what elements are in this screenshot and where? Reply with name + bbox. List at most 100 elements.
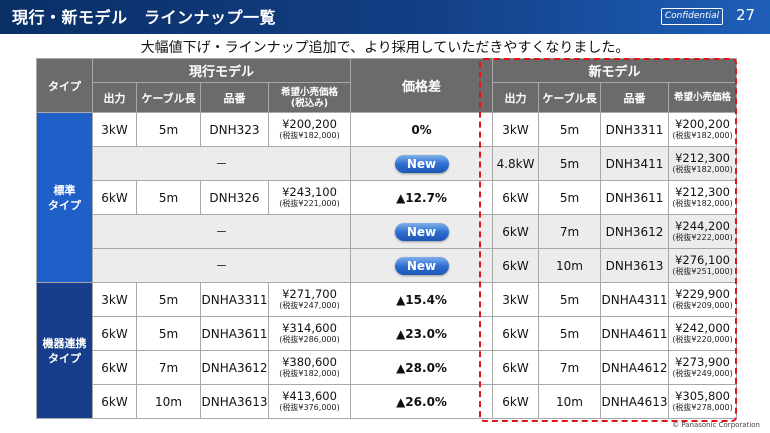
new-output: 3kW (492, 282, 540, 317)
type-header: タイプ (36, 58, 93, 113)
new-output: 6kW (492, 316, 540, 351)
current-model: DNHA3612 (200, 350, 269, 385)
page-number: 27 (736, 6, 756, 24)
category-linked-label: 機器連携 タイプ (42, 336, 87, 365)
copyright: © Panasonic Corporation (672, 421, 760, 429)
lineup-table: タイプ 現行モデル 価格差 新モデル 出力 ケーブル長 品番 希望小売価格 (税込… (36, 58, 738, 419)
new-cable: 10m (538, 248, 602, 283)
new-price: ¥229,900 (税抜¥209,000) (668, 282, 738, 317)
table-row: 6kW 5m DNHA3611 ¥314,600 (税抜¥286,000) ▲23… (37, 316, 738, 351)
price-diff: ▲15.4% (350, 282, 494, 317)
price-diff: New (350, 248, 494, 283)
category-linked: 機器連携 タイプ (36, 282, 93, 419)
table-row: － New 6kW 10m DNH3613 ¥276,100 (税抜¥251,00… (37, 248, 738, 283)
current-output: 6kW (92, 180, 137, 215)
current-output: 6kW (92, 384, 137, 419)
new-badge: New (394, 222, 449, 241)
new-model: DNHA4611 (600, 316, 670, 351)
table-row: － New 4.8kW 5m DNH3411 ¥212,300 (税抜¥182,0… (37, 146, 738, 181)
category-standard-label: 標準 タイプ (48, 183, 81, 212)
new-cable: 7m (538, 350, 602, 385)
new-badge: New (394, 256, 449, 275)
new-price: ¥200,200 (税抜¥182,000) (668, 112, 738, 147)
new-cable: 5m (538, 180, 602, 215)
new-cable: 5m (538, 146, 602, 181)
new-price: ¥212,300 (税抜¥182,000) (668, 146, 738, 181)
price-diff: ▲12.7% (350, 180, 494, 215)
current-price: ¥243,100 (税抜¥221,000) (267, 180, 352, 215)
new-model: DNH3311 (600, 112, 670, 147)
price-diff: ▲28.0% (350, 350, 494, 385)
new-price: ¥212,300 (税抜¥182,000) (668, 180, 738, 215)
table-row: 6kW 7m DNHA3612 ¥380,600 (税抜¥182,000) ▲28… (37, 350, 738, 385)
new-model: DNH3613 (600, 248, 670, 283)
current-model: DNHA3611 (200, 316, 269, 351)
price-diff: ▲23.0% (350, 316, 494, 351)
new-price: ¥273,900 (税抜¥249,000) (668, 350, 738, 385)
new-output: 6kW (492, 350, 540, 385)
new-cable: 5m (538, 316, 602, 351)
category-standard: 標準 タイプ (36, 112, 93, 283)
current-none: － (91, 248, 352, 283)
col-current-model: 品番 (200, 82, 269, 113)
current-price: ¥271,700 (税抜¥247,000) (267, 282, 352, 317)
table-row: 6kW 10m DNHA3613 ¥413,600 (税抜¥376,000) ▲2… (37, 384, 738, 419)
new-badge: New (394, 154, 449, 173)
current-price: ¥200,200 (税抜¥182,000) (267, 112, 352, 147)
current-none: － (91, 146, 352, 181)
col-current-price: 希望小売価格 (税込み) (267, 82, 352, 113)
current-cable: 5m (136, 316, 201, 351)
price-diff: New (350, 214, 494, 249)
current-output: 6kW (92, 350, 137, 385)
current-price: ¥413,600 (税抜¥376,000) (267, 384, 352, 419)
new-output: 3kW (492, 112, 540, 147)
new-model: DNHA4311 (600, 282, 670, 317)
current-price: ¥380,600 (税抜¥182,000) (267, 350, 352, 385)
current-price: ¥314,600 (税抜¥286,000) (267, 316, 352, 351)
table-row: 機器連携 タイプ 3kW 5m DNHA3311 ¥271,700 (税抜¥247… (36, 282, 738, 419)
current-cable: 5m (136, 282, 201, 317)
col-current-cable: ケーブル長 (136, 82, 201, 113)
table-row: － New 6kW 7m DNH3612 ¥244,200 (税抜¥222,000… (37, 214, 738, 249)
new-output: 6kW (492, 180, 540, 215)
confidential-badge: Confidential (661, 8, 723, 25)
new-model: DNHA4613 (600, 384, 670, 419)
price-diff: ▲26.0% (350, 384, 494, 419)
col-new-price: 希望小売価格 (668, 82, 738, 113)
new-model: DNHA4612 (600, 350, 670, 385)
new-output: 6kW (492, 384, 540, 419)
new-cable: 10m (538, 384, 602, 419)
current-output: 3kW (92, 112, 137, 147)
price-diff: 0% (350, 112, 494, 147)
current-output: 3kW (92, 282, 137, 317)
col-new-output: 出力 (492, 82, 540, 113)
new-price: ¥276,100 (税抜¥251,000) (668, 248, 738, 283)
new-output: 4.8kW (492, 146, 540, 181)
current-model: DNH326 (200, 180, 269, 215)
current-cable: 5m (136, 112, 201, 147)
new-cable: 5m (538, 112, 602, 147)
current-cable: 10m (136, 384, 201, 419)
slide-title: 現行・新モデル ラインナップ一覧 (12, 8, 277, 27)
new-cable: 5m (538, 282, 602, 317)
new-price: ¥305,800 (税抜¥278,000) (668, 384, 738, 419)
slide-subtitle: 大幅値下げ・ラインナップ追加で、より採用していただきやすくなりました。 (140, 40, 630, 56)
table-row: 6kW 5m DNH326 ¥243,100 (税抜¥221,000) ▲12.7… (37, 180, 738, 215)
new-output: 6kW (492, 214, 540, 249)
current-cable: 7m (136, 350, 201, 385)
current-model: DNH323 (200, 112, 269, 147)
col-new-cable: ケーブル長 (538, 82, 602, 113)
current-output: 6kW (92, 316, 137, 351)
price-diff-header: 価格差 (350, 58, 494, 113)
current-model-header: 現行モデル (91, 58, 352, 83)
new-model-header: 新モデル (492, 58, 738, 83)
current-model: DNHA3613 (200, 384, 269, 419)
table-row: 標準 タイプ 3kW 5m DNH323 ¥200,200 (税抜¥182,000… (36, 112, 738, 283)
new-model: DNH3612 (600, 214, 670, 249)
new-model: DNH3411 (600, 146, 670, 181)
new-model: DNH3611 (600, 180, 670, 215)
new-price: ¥242,000 (税抜¥220,000) (668, 316, 738, 351)
slide-header: 現行・新モデル ラインナップ一覧 Confidential 27 (0, 0, 770, 34)
current-cable: 5m (136, 180, 201, 215)
new-cable: 7m (538, 214, 602, 249)
